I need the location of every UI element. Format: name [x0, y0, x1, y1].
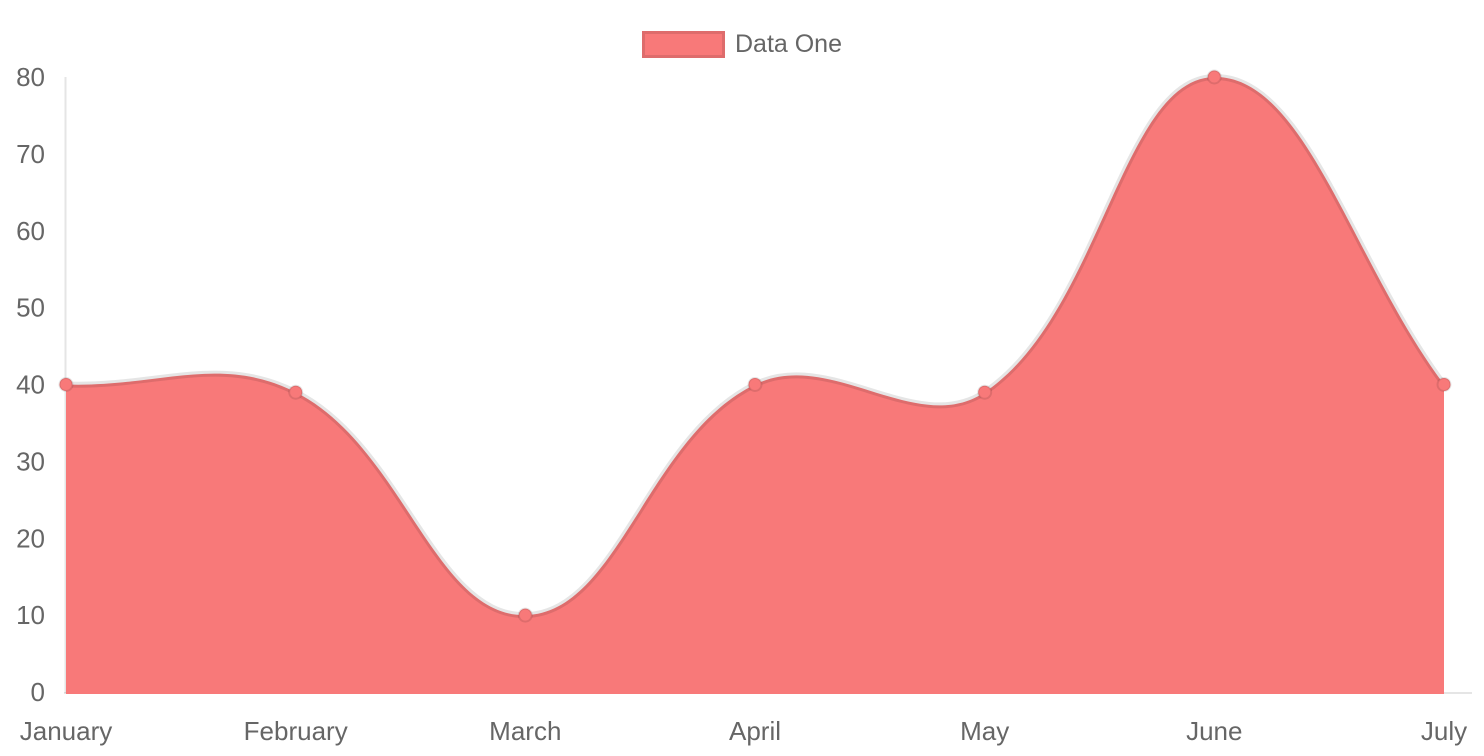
data-point-july[interactable] — [1436, 377, 1452, 392]
x-axis-label-march: March — [489, 716, 561, 746]
y-tick-label: 80 — [16, 62, 45, 92]
data-point-may[interactable] — [977, 384, 993, 400]
data-point-march[interactable] — [517, 607, 533, 623]
chart-legend: Data One — [0, 31, 1484, 58]
y-tick-label: 70 — [16, 139, 45, 169]
x-axis-label-february: February — [244, 716, 348, 746]
data-point-april[interactable] — [747, 377, 763, 392]
x-axis-label-july: July — [1421, 716, 1467, 746]
y-tick-label: 10 — [16, 600, 45, 630]
y-tick-label: 50 — [16, 293, 45, 323]
data-point-june[interactable] — [1206, 69, 1222, 85]
data-point-february[interactable] — [288, 384, 304, 400]
x-axis-label-january: January — [20, 716, 113, 746]
data-point-january[interactable] — [58, 377, 74, 392]
legend-color-box — [641, 31, 725, 58]
y-tick-label: 20 — [16, 523, 45, 553]
y-tick-label: 60 — [16, 216, 45, 246]
x-axis-label-may: May — [960, 716, 1009, 746]
y-tick-label: 0 — [31, 677, 45, 707]
legend-item-data-one[interactable]: Data One — [641, 30, 842, 58]
x-axis-label-june: June — [1186, 716, 1242, 746]
x-axis-label-april: April — [729, 716, 781, 746]
line-series-data-one — [63, 73, 1447, 619]
legend-label: Data One — [734, 30, 842, 58]
y-tick-label: 30 — [16, 446, 45, 476]
y-tick-label: 40 — [16, 370, 45, 400]
